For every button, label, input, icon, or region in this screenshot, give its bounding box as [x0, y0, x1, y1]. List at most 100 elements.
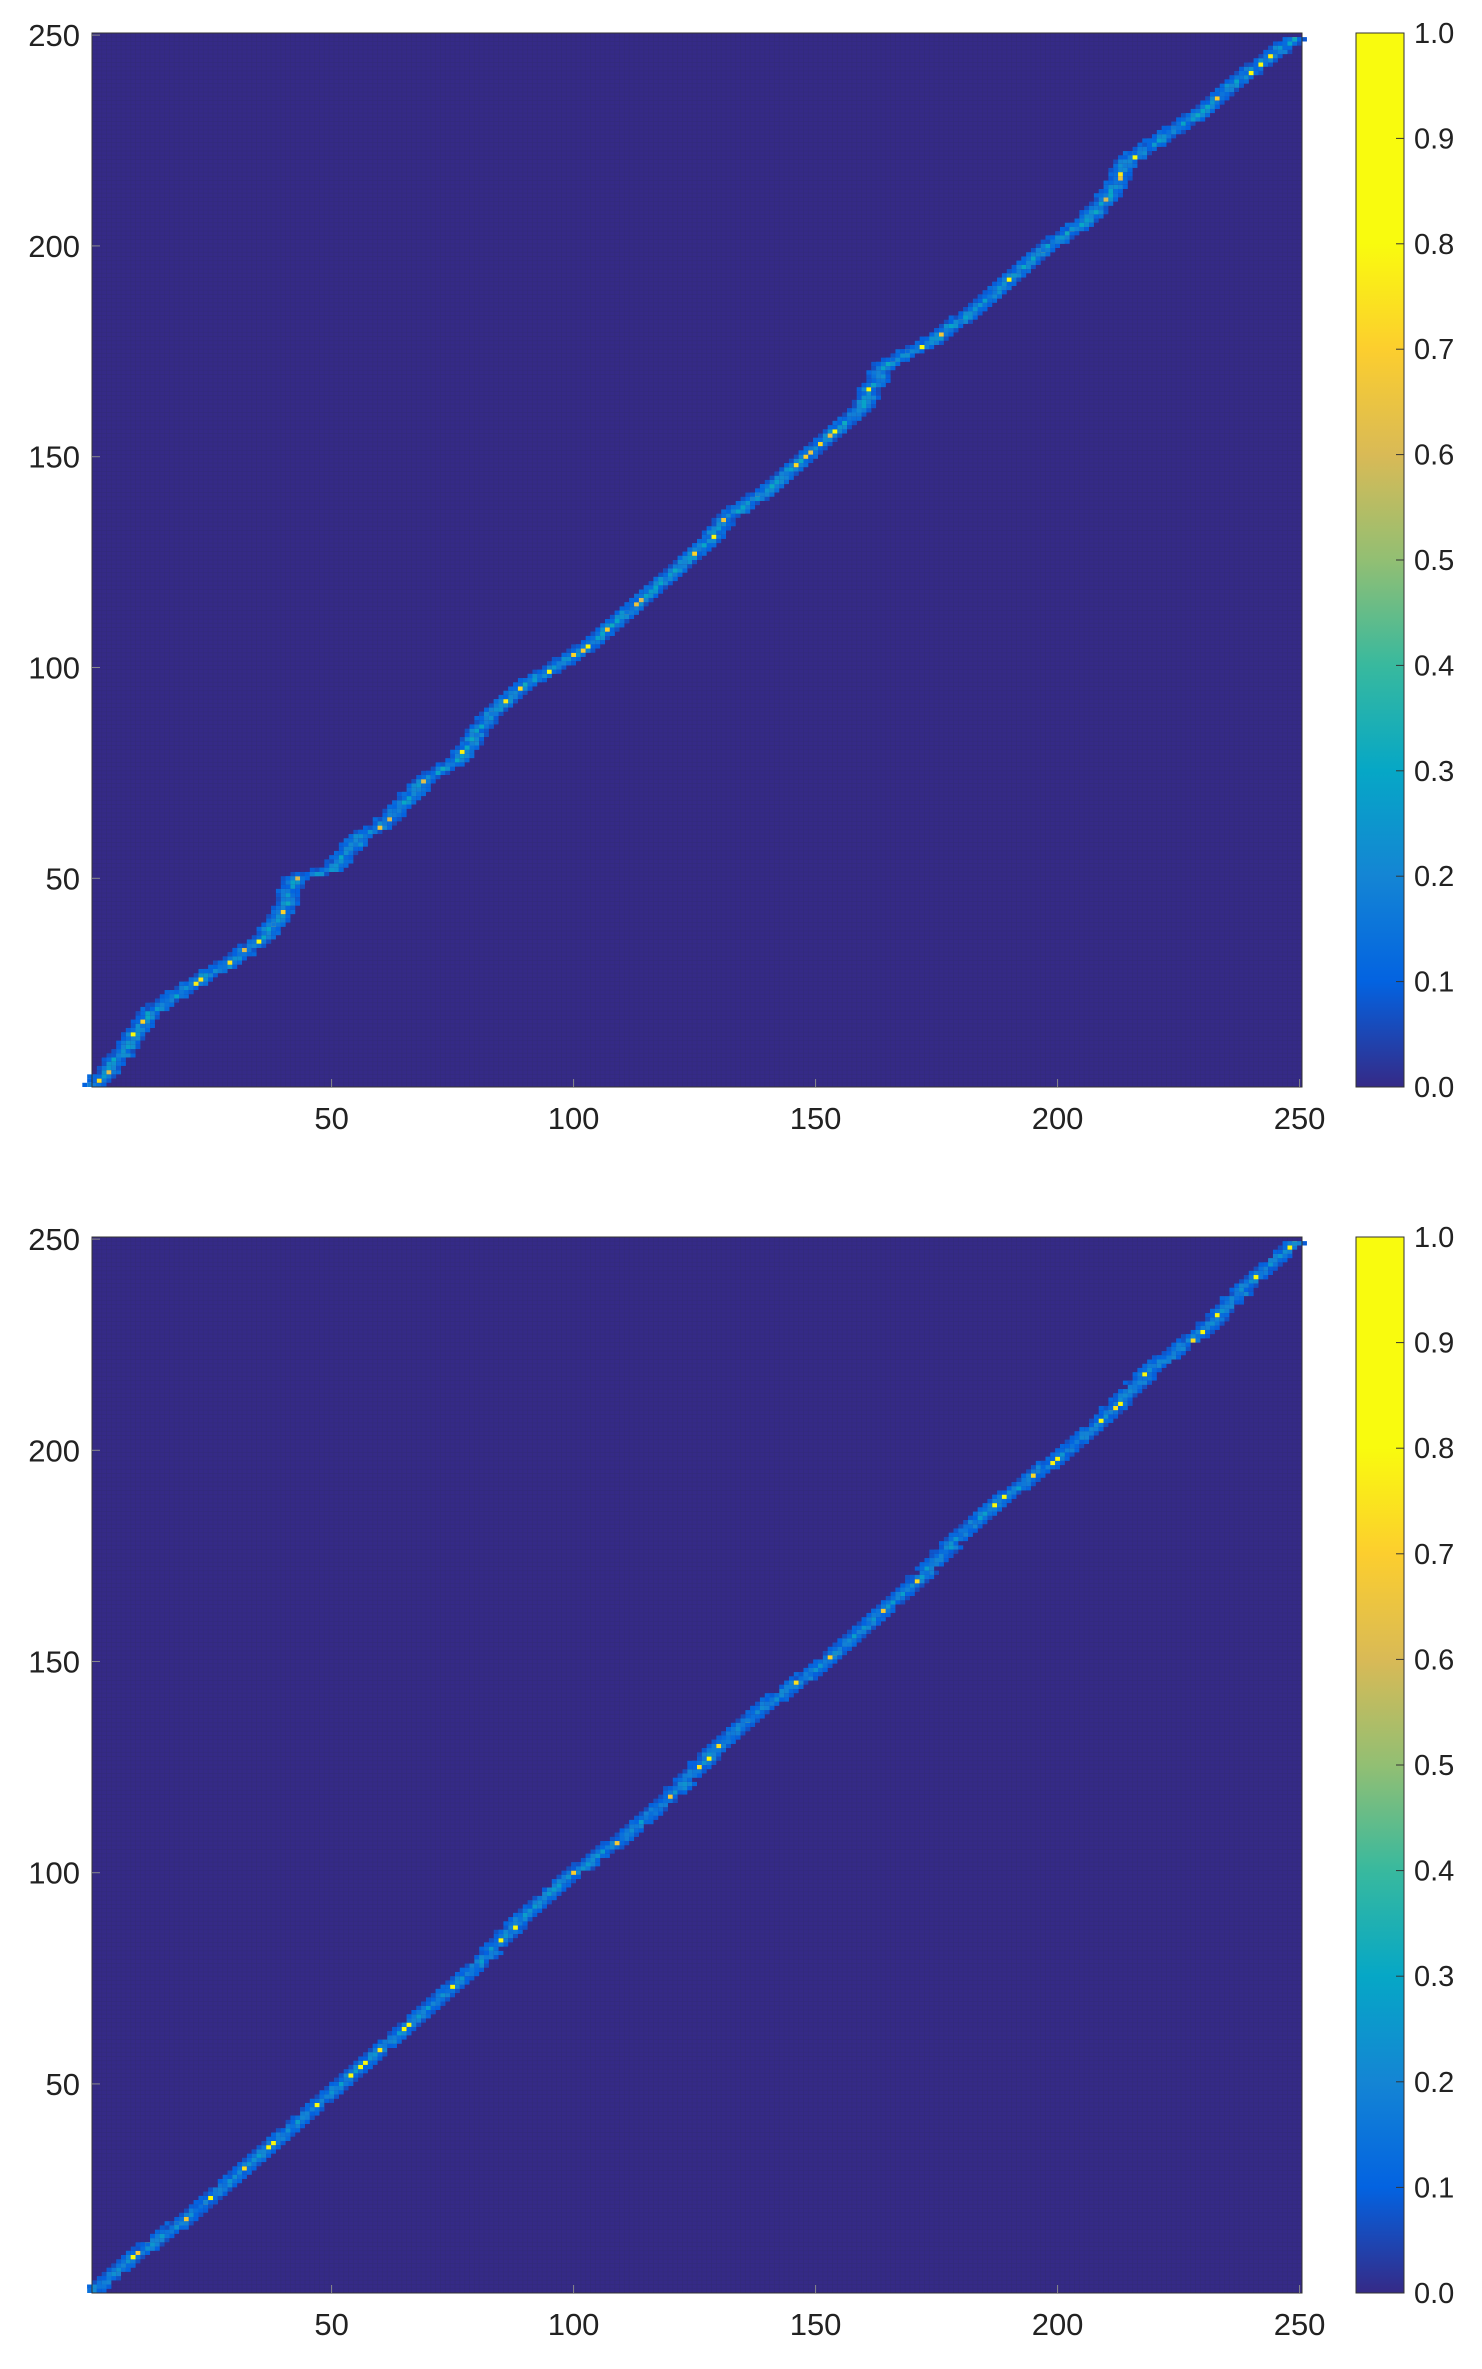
heatmap-cell [1142, 1363, 1148, 1368]
heatmap-cell [600, 640, 606, 645]
heatmap-cell [372, 821, 378, 826]
heatmap-cell [1147, 1372, 1152, 1377]
heatmap-cell [96, 2288, 102, 2293]
heatmap-cell [953, 1532, 959, 1537]
x-tick-label: 200 [1032, 1101, 1084, 1136]
heatmap-cell [92, 2288, 97, 2293]
heatmap-cell [488, 1955, 494, 1960]
heatmap-cell [745, 1718, 751, 1723]
heatmap-cell [440, 770, 446, 776]
heatmap-cell [396, 800, 402, 805]
heatmap-cell [1302, 37, 1307, 42]
heatmap-cell [164, 2233, 170, 2239]
heatmap-cell [484, 1959, 489, 1964]
heatmap-cell [1185, 113, 1191, 118]
heatmap-cell [1001, 1498, 1007, 1504]
x-tick-label: 50 [314, 1101, 348, 1136]
heatmap-cell [803, 1680, 809, 1685]
heatmap-cell [939, 328, 944, 333]
heatmap-cell [1118, 1410, 1123, 1415]
heatmap-cell [827, 441, 833, 447]
heatmap-cell [353, 2060, 359, 2065]
heatmap-cell [363, 838, 368, 843]
heatmap-cell [329, 2090, 334, 2095]
heatmap-cell [1258, 1266, 1264, 1271]
heatmap-cell [522, 678, 528, 683]
heatmap-cell [648, 1819, 654, 1825]
heatmap-cell [261, 935, 267, 940]
heatmap-cell [856, 1634, 862, 1639]
heatmap-cell [116, 2271, 122, 2277]
heatmap-cell [348, 842, 354, 847]
heatmap-cell [643, 1819, 649, 1825]
heatmap-cell [876, 387, 881, 392]
heatmap-cell [493, 1942, 499, 1947]
heatmap-cell [183, 990, 189, 995]
heatmap-cell [813, 450, 818, 455]
heatmap-cell [701, 1769, 707, 1774]
heatmap-cell [1118, 1405, 1123, 1411]
heatmap-cell [1011, 1481, 1017, 1487]
heatmap-cell [121, 2267, 126, 2272]
heatmap-cell [484, 711, 489, 716]
heatmap-cell [1122, 1380, 1128, 1385]
heatmap-cell [730, 1739, 736, 1744]
heatmap-cell [697, 538, 702, 544]
heatmap-cell [745, 492, 751, 497]
heatmap-cell [856, 1621, 862, 1626]
heatmap-cell [827, 437, 833, 442]
heatmap-cell [1074, 1435, 1080, 1440]
heatmap-cell [653, 581, 659, 586]
heatmap-cell [488, 724, 494, 729]
heatmap-cell [595, 631, 601, 636]
heatmap-cell [982, 307, 988, 312]
heatmap-cell [450, 1984, 455, 1989]
heatmap-cell [653, 585, 659, 590]
heatmap-cell [793, 1684, 799, 1689]
heatmap-cell [856, 387, 862, 392]
heatmap-cell [435, 766, 441, 771]
heatmap-cell [1006, 273, 1012, 278]
heatmap-cell [222, 964, 228, 969]
heatmap-cell [1205, 113, 1211, 118]
heatmap-cell [1103, 210, 1109, 215]
heatmap-cell [658, 585, 664, 590]
heatmap-cell [1098, 1422, 1104, 1428]
heatmap-cell [590, 1857, 596, 1863]
heatmap-cell [856, 1625, 862, 1630]
heatmap-cell [571, 1862, 576, 1867]
heatmap-cell [880, 1600, 886, 1605]
heatmap-cell [416, 2005, 422, 2010]
heatmap-cell [358, 2069, 364, 2074]
heatmap-cell [169, 994, 175, 999]
heatmap-cell [227, 952, 233, 957]
heatmap-cell [256, 926, 262, 932]
heatmap-cell [1108, 167, 1114, 173]
heatmap-cell [130, 1040, 136, 1045]
heatmap-cell [953, 1536, 959, 1542]
heatmap-cell [861, 1634, 867, 1639]
heatmap-cell [358, 846, 364, 851]
heatmap-cell [222, 2174, 228, 2179]
heatmap-cell [730, 517, 736, 523]
heatmap-cell [425, 775, 431, 780]
heatmap-cell [1064, 235, 1070, 240]
heatmap-cell [1156, 129, 1162, 135]
heatmap-cell [508, 1921, 514, 1926]
heatmap-cell [169, 2221, 175, 2226]
heatmap-cell [358, 2073, 364, 2078]
heatmap-cell [1229, 87, 1235, 93]
heatmap-cell [1142, 138, 1148, 143]
heatmap-cell [943, 328, 949, 333]
heatmap-cell [237, 2174, 243, 2179]
heatmap-cell [619, 1841, 625, 1846]
heatmap-cell [1195, 117, 1201, 122]
heatmap-cell [285, 914, 291, 919]
heatmap-cell [334, 867, 339, 872]
heatmap-cell [343, 842, 349, 847]
heatmap-cell [924, 1570, 930, 1575]
heatmap-cell [1156, 1359, 1162, 1364]
heatmap-ridge [82, 37, 1307, 1087]
heatmap-cell [1166, 134, 1172, 139]
